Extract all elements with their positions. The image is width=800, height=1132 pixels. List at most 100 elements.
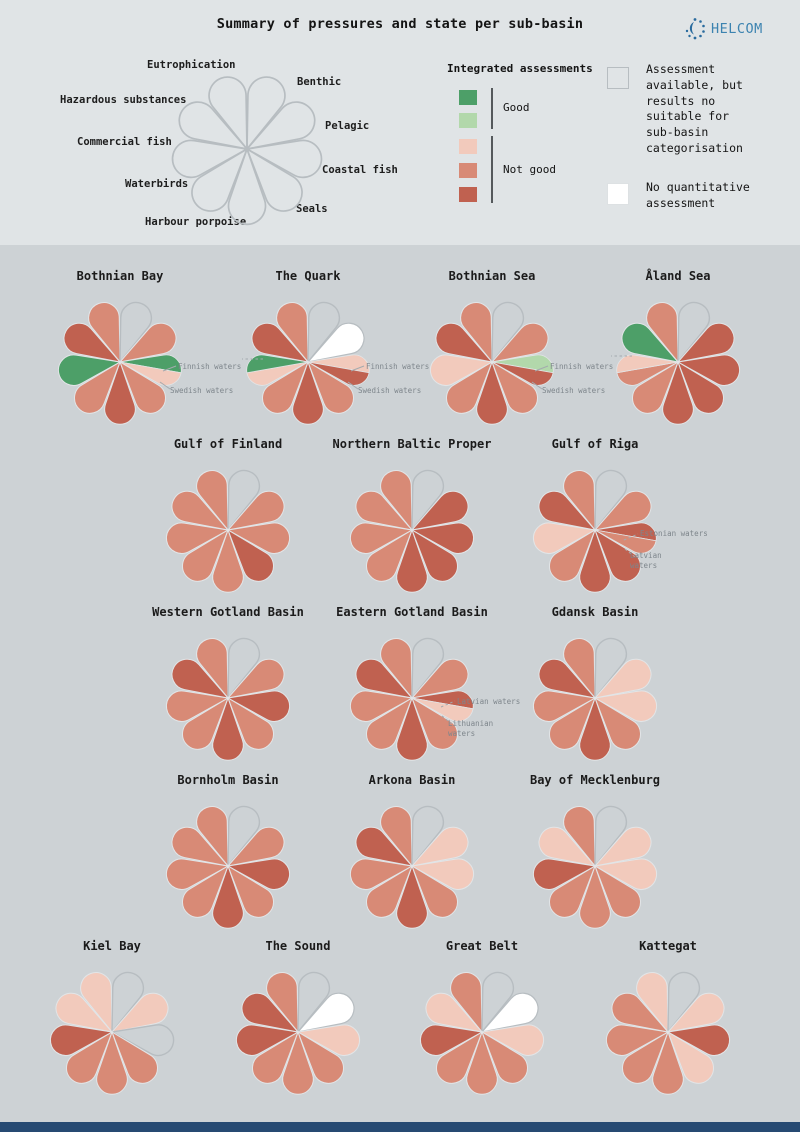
basin-title-bay-of-mecklenburg: Bay of Mecklenburg [529, 773, 661, 787]
petal-harbour-porpoise [104, 360, 136, 425]
petal-benthic [594, 469, 628, 533]
petal-seals [119, 360, 166, 414]
petal-hazardous-substances [538, 490, 597, 531]
legend-petal-label-coastal-fish: Coastal fish [322, 164, 398, 176]
petal-harbour-porpoise [652, 1030, 684, 1095]
petal-eutrophication [80, 972, 113, 1034]
petal-commercial-fish [532, 858, 597, 890]
basin-title-the-quark: The Quark [275, 269, 341, 283]
petal-eutrophication [563, 806, 596, 868]
petal-waterbirds [436, 1030, 483, 1084]
petal-eutrophication [460, 302, 493, 364]
flower-bothnian-bay [57, 301, 182, 425]
water-label-finnish-waters: Finnish waters [366, 362, 430, 371]
petal-pelagic [480, 992, 539, 1033]
petal-coastal-fish [226, 858, 291, 890]
legend-petal-label-benthic: Benthic [297, 76, 342, 88]
basin-title-western-gotland-basin: Western Gotland Basin [152, 605, 304, 619]
legend-petal-label-eutrophication: Eutrophication [147, 59, 236, 71]
petal-pelagic [118, 322, 177, 363]
petal-benthic [411, 805, 445, 869]
petal-eutrophication [208, 76, 248, 152]
water-label-finnish-waters: Finnish waters [550, 362, 614, 371]
leader-line [350, 365, 365, 372]
flower-gulf-of-riga [532, 469, 657, 593]
good-group-divider [491, 88, 493, 129]
petal-half [616, 361, 679, 386]
petal-seals [677, 360, 724, 414]
helcom-logo-icon [685, 18, 705, 40]
petal-waterbirds [66, 1030, 113, 1084]
petal-commercial-fish [349, 522, 414, 554]
petal-hazardous-substances [171, 490, 230, 531]
petal-seals [297, 1030, 344, 1084]
petal-pelagic [410, 490, 469, 531]
petal-harbour-porpoise [212, 528, 244, 593]
petal-waterbirds [622, 1030, 669, 1084]
flower-kiel-bay [49, 971, 175, 1095]
petal-commercial-fish [165, 522, 230, 554]
outline-assessment-note: Assessment available, but results no sui… [646, 62, 743, 155]
petal-coastal-fish [480, 1024, 545, 1056]
petal-pelagic [226, 826, 285, 867]
flower-the-quark [242, 301, 370, 425]
petal-coastal-fish [593, 690, 658, 722]
petal-benthic [227, 469, 261, 533]
petal-hazardous-substances [355, 658, 414, 699]
petal-commercial-fish [532, 522, 597, 554]
petal-eutrophication [450, 972, 483, 1034]
petal-commercial-fish [171, 139, 250, 179]
petal-pelagic [306, 322, 365, 363]
petal-harbour-porpoise [396, 864, 428, 929]
page-title: Summary of pressures and state per sub-b… [216, 16, 584, 32]
water-label-finnish-waters: Finnish waters [178, 362, 242, 371]
petal-hazardous-substances [611, 992, 670, 1033]
petal-harbour-porpoise [579, 696, 611, 761]
petal-half [119, 361, 182, 386]
petal-benthic [667, 971, 701, 1035]
petal-commercial-fish [429, 354, 494, 386]
petal-seals [111, 1030, 158, 1084]
helcom-logo: HELCOM [683, 16, 763, 42]
good-label: Good [503, 101, 530, 114]
petal-harbour-porpoise [396, 696, 428, 761]
petal-waterbirds [549, 864, 596, 918]
not-good-label: Not good [503, 163, 556, 176]
petal-seals [227, 528, 274, 582]
legend-flower [171, 76, 323, 226]
water-label-swedish-waters: Swedish waters [542, 386, 606, 395]
petal-waterbirds [182, 864, 229, 918]
petal-seals [307, 360, 354, 414]
petal-pelagic [244, 101, 316, 151]
petal-commercial-fish [349, 858, 414, 890]
legend-petal-label-pelagic: Pelagic [325, 120, 370, 132]
petal-seals [411, 528, 458, 582]
basin-title-northern-baltic-proper: Northern Baltic Proper [332, 437, 492, 451]
petal-hazardous-substances [55, 992, 114, 1033]
petal-half [594, 529, 657, 554]
petal-benthic [411, 469, 445, 533]
petal-harbour-porpoise [282, 1030, 314, 1095]
logo-swirl [689, 22, 694, 35]
basin-title-kattegat: Kattegat [639, 939, 697, 953]
petal-benthic [227, 805, 261, 869]
petal-hazardous-substances [355, 490, 414, 531]
petal-half [411, 697, 474, 722]
petal-benthic [677, 301, 711, 365]
legend-petal-label-harbour-porpoise: Harbour porpoise [145, 216, 247, 228]
leader-line [531, 381, 543, 390]
leader-line [534, 365, 549, 372]
outline-assessment-swatch [607, 67, 629, 89]
petal-coastal-fish [593, 858, 658, 890]
petal-half [616, 354, 679, 374]
petal-seals [227, 864, 274, 918]
flower-eastern-gotland-basin [349, 637, 474, 761]
flower-bornholm-basin [165, 805, 291, 929]
petal-waterbirds [549, 696, 596, 750]
footer-bar [0, 1122, 800, 1132]
petal-coastal-fish [307, 354, 370, 386]
basin-title-bothnian-sea: Bothnian Sea [448, 269, 536, 283]
petal-commercial-fish [532, 690, 597, 722]
petal-coastal-fish [296, 1024, 361, 1056]
